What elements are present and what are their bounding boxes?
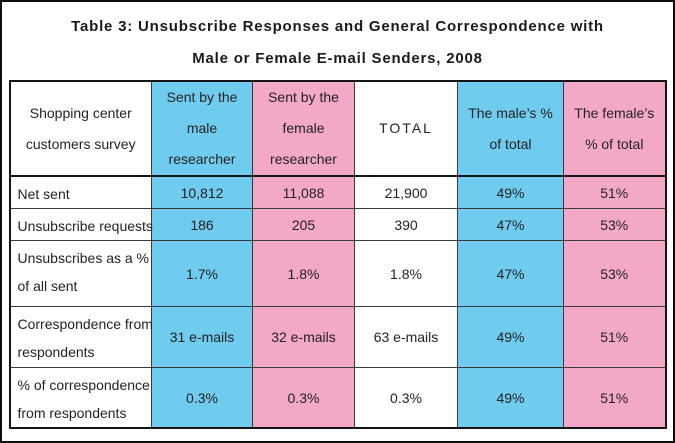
data-cell: 53%: [563, 240, 666, 307]
header-line: Sent by the: [268, 89, 339, 105]
label-line: respondents: [17, 344, 95, 360]
label-line: % of correspondence: [17, 377, 150, 393]
row-label-correspondence-pct: % of correspondence from respondents: [9, 367, 152, 429]
data-cell: 31 e-mails: [151, 306, 253, 368]
header-col-female-sent: Sent by the female researcher: [252, 80, 355, 177]
label-line: from respondents: [17, 405, 127, 421]
data-cell: 51%: [563, 175, 666, 209]
header-col-survey: Shopping center customers survey: [9, 80, 152, 177]
data-cell: 49%: [457, 175, 564, 209]
row-label-net-sent: Net sent: [9, 175, 152, 209]
label-line: Unsubscribes as a %: [17, 250, 150, 266]
header-line: % of total: [585, 135, 644, 152]
table-row: Unsubscribes as a % of all sent 1.7% 1.8…: [9, 240, 666, 307]
data-cell: 51%: [563, 367, 666, 429]
data-cell: 47%: [457, 240, 564, 307]
header-line: Sent by the: [166, 89, 238, 105]
header-col-male-sent: Sent by the male researcher: [151, 80, 253, 177]
data-cell: 186: [151, 208, 253, 241]
data-cell: 32 e-mails: [252, 306, 355, 368]
data-cell: 0.3%: [151, 367, 253, 429]
header-line: Shopping center: [29, 104, 132, 121]
data-cell: 11,088: [252, 175, 355, 209]
data-cell: 0.3%: [252, 367, 355, 429]
row-label-correspondence: Correspondence from respondents: [9, 306, 153, 368]
header-line: The male’s %: [468, 104, 553, 121]
data-cell: 49%: [457, 367, 564, 429]
label-line: Net sent: [17, 186, 70, 202]
header-line: The female’s: [574, 104, 655, 121]
data-cell: 51%: [563, 306, 666, 368]
data-cell: 63 e-mails: [354, 306, 458, 368]
row-label-unsubscribes-pct-of-sent: Unsubscribes as a % of all sent: [9, 240, 152, 307]
header-col-female-pct: The female’s % of total: [563, 80, 666, 177]
label-line: Correspondence from: [17, 316, 153, 332]
data-cell: 0.3%: [354, 367, 458, 429]
data-cell: 47%: [457, 208, 564, 241]
header-line: of total: [489, 135, 532, 152]
data-cell: 205: [252, 208, 355, 241]
header-line: customers survey: [25, 135, 136, 152]
header-row: Shopping center customers survey Sent by…: [9, 80, 666, 177]
header-line: researcher: [270, 151, 337, 167]
table-title-line1: Table 3: Unsubscribe Responses and Gener…: [71, 18, 604, 35]
data-cell: 53%: [563, 208, 666, 241]
data-cell: 1.7%: [151, 240, 253, 307]
row-label-unsubscribe-requests: Unsubscribe requests: [9, 208, 153, 241]
data-cell: 1.8%: [354, 240, 458, 307]
header-col-male-pct: The male’s % of total: [457, 80, 564, 177]
header-line: researcher: [168, 151, 236, 167]
label-line: Unsubscribe requests: [17, 218, 153, 234]
header-line: male: [186, 120, 218, 136]
data-table: Shopping center customers survey Sent by…: [8, 80, 667, 429]
header-line: TOTAL: [379, 120, 433, 136]
data-cell: 49%: [457, 306, 564, 368]
data-cell: 1.8%: [252, 240, 355, 307]
table-title-line2: Male or Female E-mail Senders, 2008: [192, 50, 483, 67]
table-row: Unsubscribe requests 186 205 390 47% 53%: [9, 208, 666, 241]
data-cell: 390: [354, 208, 458, 241]
label-line: of all sent: [17, 278, 78, 294]
data-cell: 21,900: [354, 175, 458, 209]
header-line: female: [282, 120, 325, 136]
table-title: Table 3: Unsubscribe Responses and Gener…: [2, 2, 673, 80]
table-row: Net sent 10,812 11,088 21,900 49% 51%: [9, 175, 666, 209]
header-col-total: TOTAL: [354, 80, 458, 177]
table-row: Correspondence from respondents 31 e-mai…: [9, 306, 666, 368]
data-cell: 10,812: [151, 175, 253, 209]
table-row: % of correspondence from respondents 0.3…: [9, 367, 666, 429]
